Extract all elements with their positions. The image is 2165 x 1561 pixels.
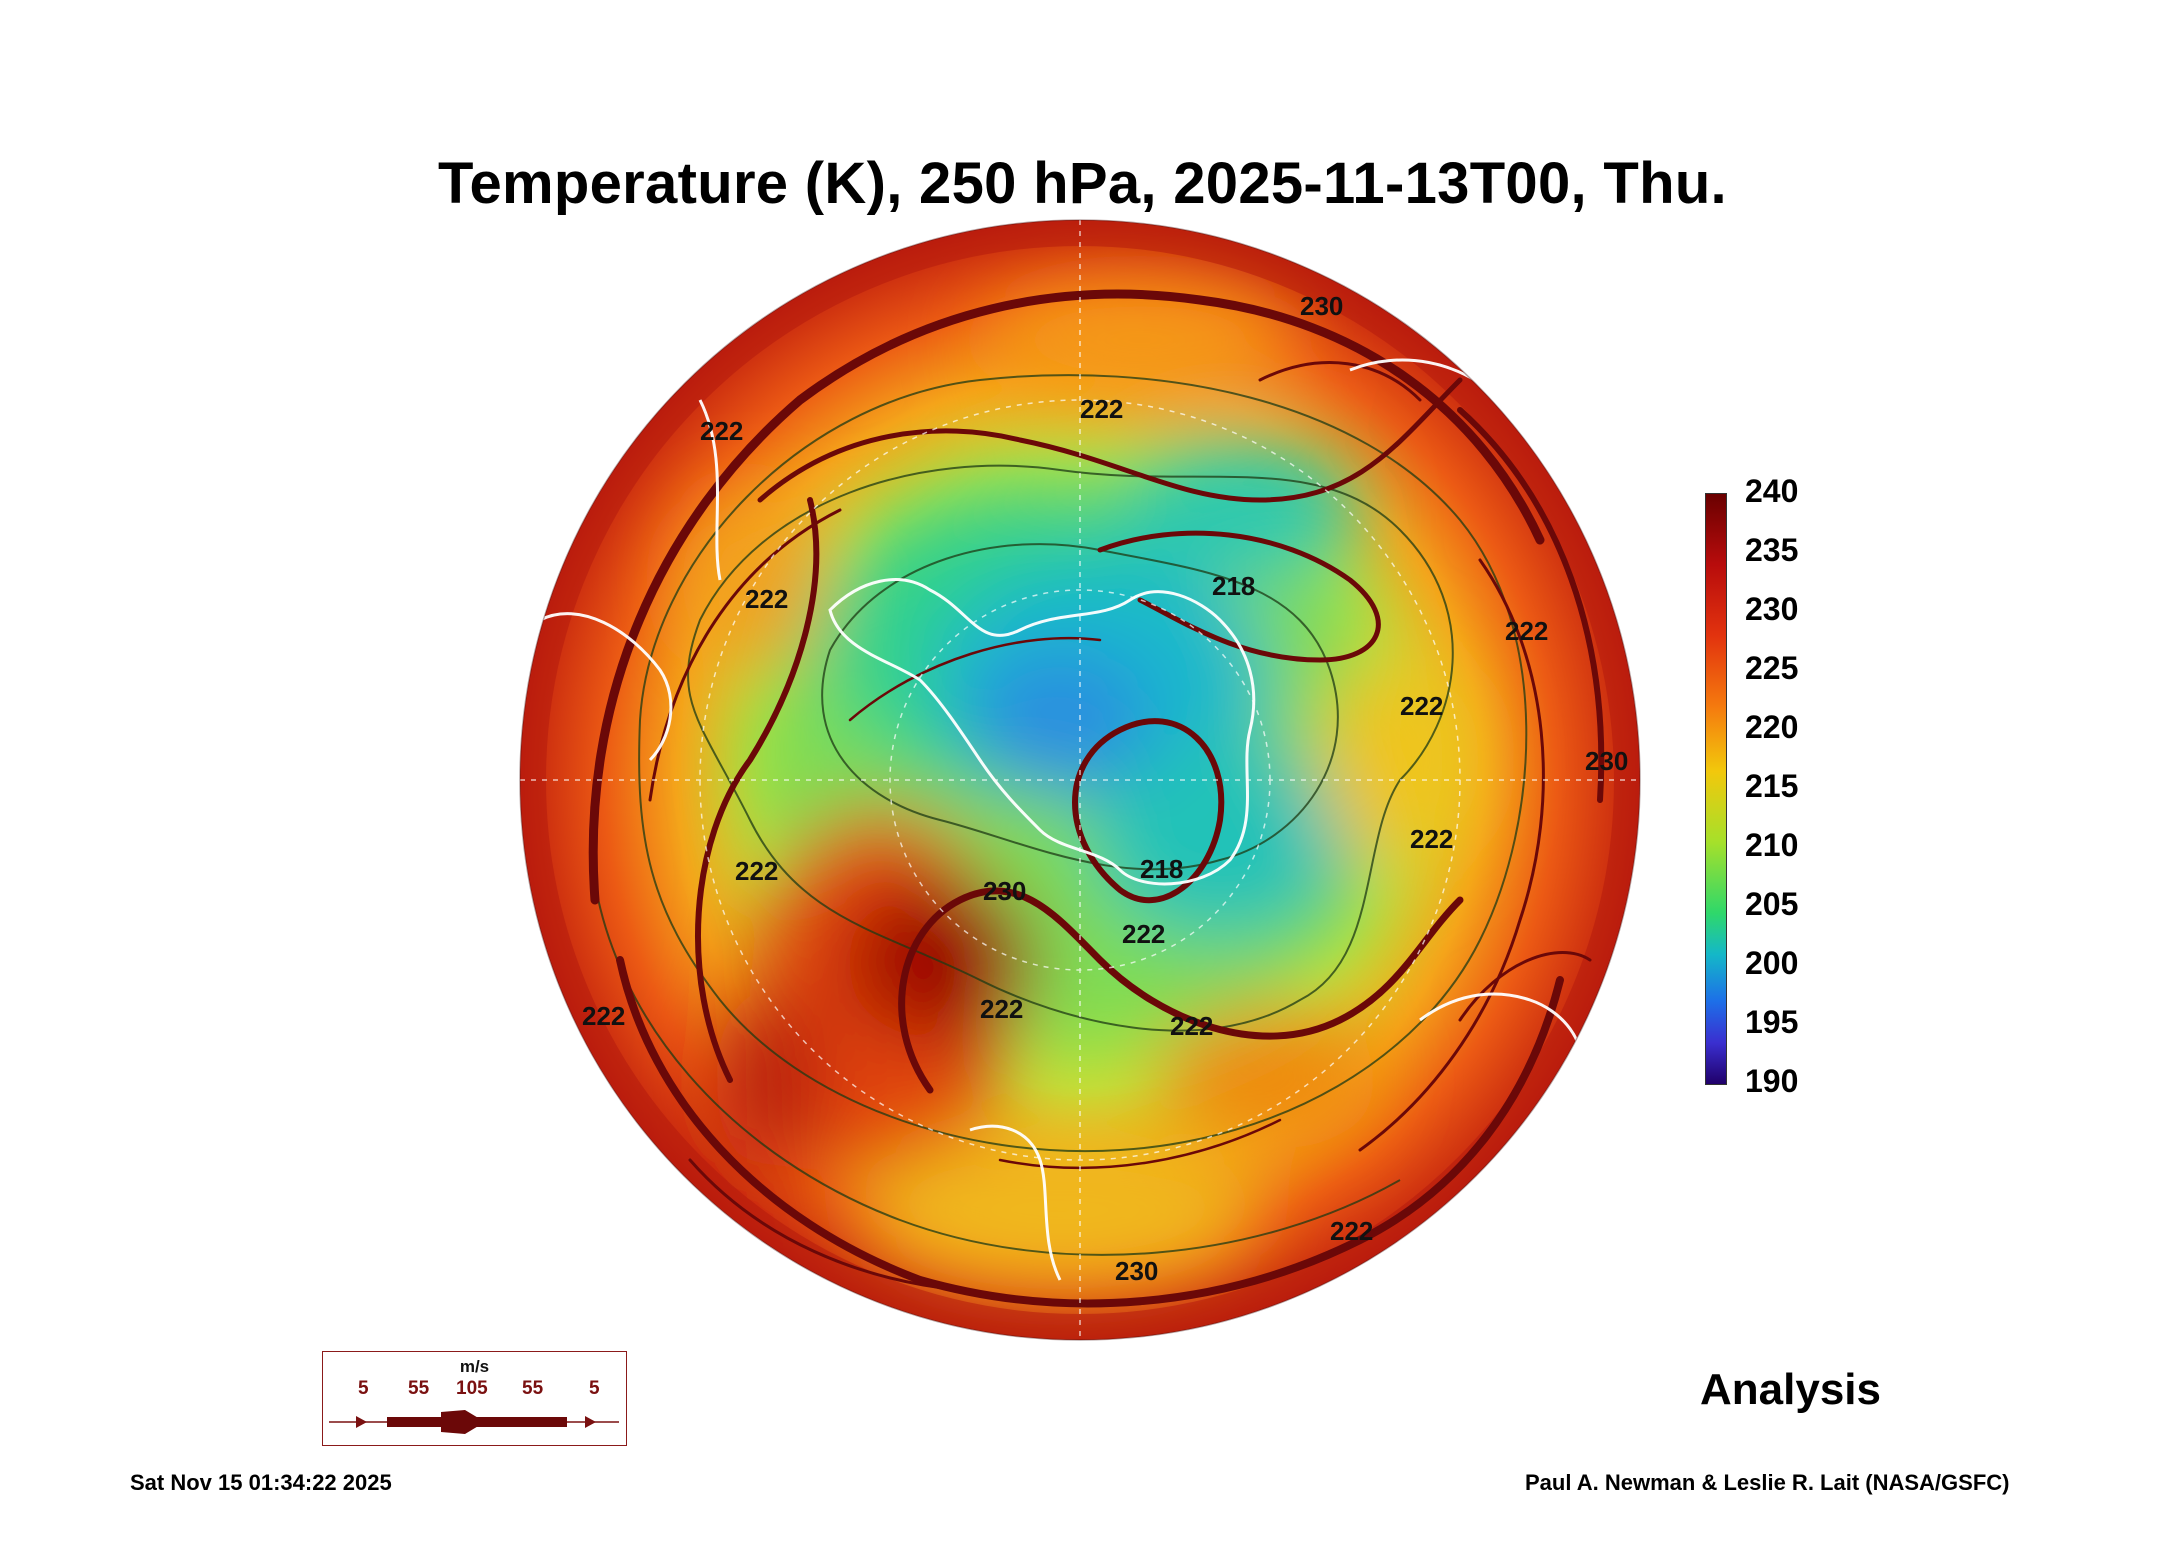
contour-label: 222 <box>1122 919 1165 949</box>
contour-label: 222 <box>582 1001 625 1031</box>
polar-temperature-map: 230 222 222 222 218 222 222 222 230 222 … <box>519 219 1641 1341</box>
map-title: Temperature (K), 250 hPa, 2025-11-13T00,… <box>438 151 1727 216</box>
colorbar-tick: 230 <box>1745 591 1799 627</box>
colorbar-tick: 190 <box>1745 1063 1799 1099</box>
contour-label: 218 <box>1212 571 1255 601</box>
contour-label: 222 <box>735 856 778 886</box>
colorbar-tick: 225 <box>1745 650 1799 686</box>
wind-speed-legend: m/s 5 55 105 55 5 <box>322 1351 627 1446</box>
contour-label: 222 <box>700 416 743 446</box>
contour-label: 222 <box>1170 1011 1213 1041</box>
analysis-label: Analysis <box>1700 1365 1881 1414</box>
colorbar-tick: 215 <box>1745 768 1799 804</box>
colorbar-tick: 205 <box>1745 886 1799 922</box>
colorbar-tick: 200 <box>1745 945 1799 981</box>
colorbar-tick: 240 <box>1745 473 1799 509</box>
colorbar-tick: 235 <box>1745 532 1799 568</box>
graticule <box>520 220 1640 1340</box>
colorbar-tick: 195 <box>1745 1004 1799 1040</box>
contour-label: 230 <box>1585 746 1628 776</box>
wind-streamlines <box>588 289 1605 1308</box>
contour-label: 222 <box>1410 824 1453 854</box>
contour-label: 230 <box>983 876 1026 906</box>
colorbar <box>1705 493 1727 1085</box>
isotherm-contours <box>589 374 1528 1256</box>
contour-label: 222 <box>1330 1216 1373 1246</box>
temperature-field <box>520 220 1640 1340</box>
contour-labels: 230 222 222 222 218 222 222 222 230 222 … <box>582 291 1628 1286</box>
colorbar-tick: 210 <box>1745 827 1799 863</box>
wind-speed-label: 5 <box>358 1378 369 1399</box>
contour-label: 230 <box>1115 1256 1158 1286</box>
contour-label: 222 <box>1080 394 1123 424</box>
wind-legend-arrow-icon <box>329 1410 619 1434</box>
contour-label: 222 <box>745 584 788 614</box>
credit-line: Paul A. Newman & Leslie R. Lait (NASA/GS… <box>1525 1470 2010 1495</box>
timestamp: Sat Nov 15 01:34:22 2025 <box>130 1470 392 1495</box>
contour-label: 222 <box>1400 691 1443 721</box>
wind-speed-label: 5 <box>589 1378 600 1399</box>
colorbar-tick: 220 <box>1745 709 1799 745</box>
contour-label: 218 <box>1140 854 1183 884</box>
wind-unit-label: m/s <box>459 1357 490 1376</box>
contour-label: 222 <box>980 994 1023 1024</box>
contour-label: 222 <box>1505 616 1548 646</box>
contour-label: 230 <box>1300 291 1343 321</box>
wind-speed-label: 55 <box>408 1378 430 1399</box>
wind-speed-label: 55 <box>522 1378 544 1399</box>
wind-speed-label: 105 <box>456 1378 488 1399</box>
